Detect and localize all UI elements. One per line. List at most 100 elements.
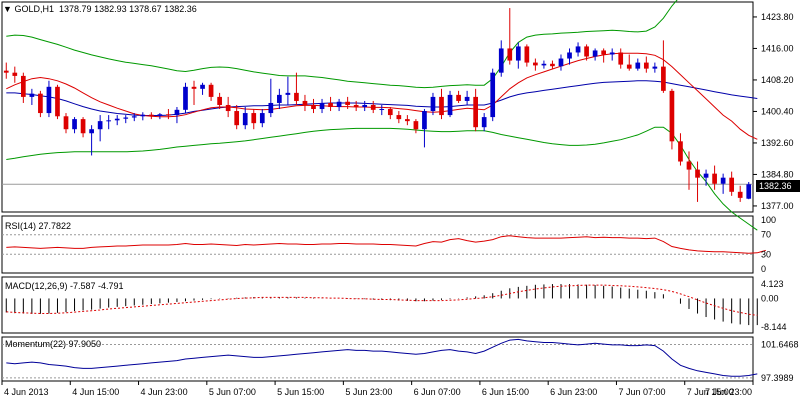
overlay-line: [6, 80, 758, 116]
candle-body: [703, 173, 709, 178]
candle-body: [157, 114, 163, 116]
time-tick-label: 7 Jun 15:00: [687, 387, 734, 397]
time-tick-label: 4 Jun 15:00: [72, 387, 119, 397]
candle-body: [498, 48, 504, 73]
candle-body: [140, 114, 146, 117]
candle-body: [643, 62, 649, 69]
candle-body: [669, 90, 675, 142]
price-tick-label: 1392.60: [761, 138, 794, 148]
time-tick-label: 7 Jun 23:00: [705, 387, 752, 397]
macd-label: MACD(12,26,9) -7.587 -4.791: [5, 281, 124, 291]
candle-body: [123, 117, 129, 119]
candle-body: [336, 101, 342, 107]
rsi-level-label: 30: [761, 249, 771, 259]
candle-body: [311, 104, 316, 110]
candle-body: [97, 121, 103, 130]
time-tick-label: 7 Jun 07:00: [618, 387, 665, 397]
symbol-label: GOLD: [14, 4, 40, 14]
time-tick-label: 6 Jun 23:00: [550, 387, 597, 397]
candle-body: [678, 141, 683, 162]
momentum-line: [6, 338, 758, 377]
momentum-level-label: 101.6468: [761, 339, 799, 349]
candle-body: [131, 116, 137, 118]
ohlc-low: 1378.67: [129, 4, 162, 14]
candle-body: [609, 52, 615, 55]
ohlc-open: 1378.79: [59, 4, 92, 14]
symbol-header: ▼ GOLD,H1 1378.79 1382.93 1378.67 1382.3…: [3, 4, 197, 14]
candle-body: [302, 100, 308, 105]
time-tick-label: 6 Jun 07:00: [414, 387, 461, 397]
candle-body: [652, 66, 658, 69]
candle-body: [242, 113, 248, 126]
macd-panel: [5, 284, 758, 326]
candle-body: [473, 96, 478, 128]
candle-body: [405, 119, 410, 122]
momentum-frame: [1, 336, 754, 382]
candle-body: [345, 101, 350, 105]
candle-body: [712, 173, 717, 184]
candle-body: [294, 92, 299, 101]
candle-body: [225, 104, 231, 112]
candle-body: [456, 94, 461, 101]
price-tick-label: 1423.80: [761, 12, 794, 22]
candle-body: [217, 96, 222, 105]
rsi-level-label: 70: [761, 230, 771, 240]
ohlc-close: 1382.36: [164, 4, 197, 14]
time-tick-label: 5 Jun 23:00: [345, 387, 392, 397]
candle-body: [148, 114, 154, 116]
panel-frames: [1, 1, 754, 382]
candle-body: [567, 52, 572, 59]
candle-body: [618, 52, 624, 65]
candle-body: [720, 177, 726, 184]
candle-body: [353, 104, 359, 107]
candle-body: [592, 50, 598, 57]
timeframe-label: H1: [42, 4, 54, 14]
candle-body: [80, 119, 86, 134]
candle-body: [626, 64, 632, 69]
candle-body: [601, 50, 607, 55]
candle-body: [422, 111, 427, 130]
momentum-panel: [6, 338, 758, 377]
price-tick-label: 1416.00: [761, 43, 794, 53]
rsi-panel: [6, 235, 766, 254]
candle-body: [63, 116, 69, 130]
candle-body: [234, 111, 240, 126]
candle-body: [3, 70, 9, 73]
candle-body: [729, 177, 735, 192]
candle-body: [481, 117, 487, 128]
candle-body: [89, 129, 94, 134]
price-tick-label: 1384.80: [761, 169, 794, 179]
candle-body: [695, 169, 700, 178]
candle-body: [430, 96, 436, 112]
candle-body: [259, 113, 265, 124]
candle-body: [114, 118, 120, 121]
candle-body: [447, 94, 453, 116]
candle-body: [635, 62, 641, 69]
macd-signal-line: [6, 284, 758, 316]
candle-body: [46, 86, 52, 114]
candle-body: [285, 92, 291, 95]
dropdown-triangle-icon[interactable]: ▼: [3, 4, 12, 14]
candle-body: [686, 161, 692, 170]
candle-body: [29, 93, 35, 97]
macd-level-label: -8.144: [761, 322, 787, 332]
candle-body: [174, 109, 180, 116]
candle-body: [166, 114, 171, 116]
candle-body: [515, 46, 521, 61]
candle-body: [379, 109, 385, 111]
price-tick-label: 1408.20: [761, 75, 794, 85]
candle-body: [558, 58, 564, 67]
rsi-level-label: 100: [761, 215, 776, 225]
time-tick-label: 6 Jun 15:00: [482, 387, 529, 397]
overlay-line: [6, 0, 678, 89]
candle-body: [12, 72, 18, 76]
candle-body: [413, 121, 419, 130]
candle-body: [319, 102, 325, 110]
candle-body: [396, 115, 402, 120]
candle-body: [328, 102, 333, 107]
candle-body: [20, 75, 26, 97]
candle-body: [106, 120, 112, 122]
momentum-level-label: 97.3989: [761, 373, 794, 383]
candle-body: [183, 86, 188, 110]
